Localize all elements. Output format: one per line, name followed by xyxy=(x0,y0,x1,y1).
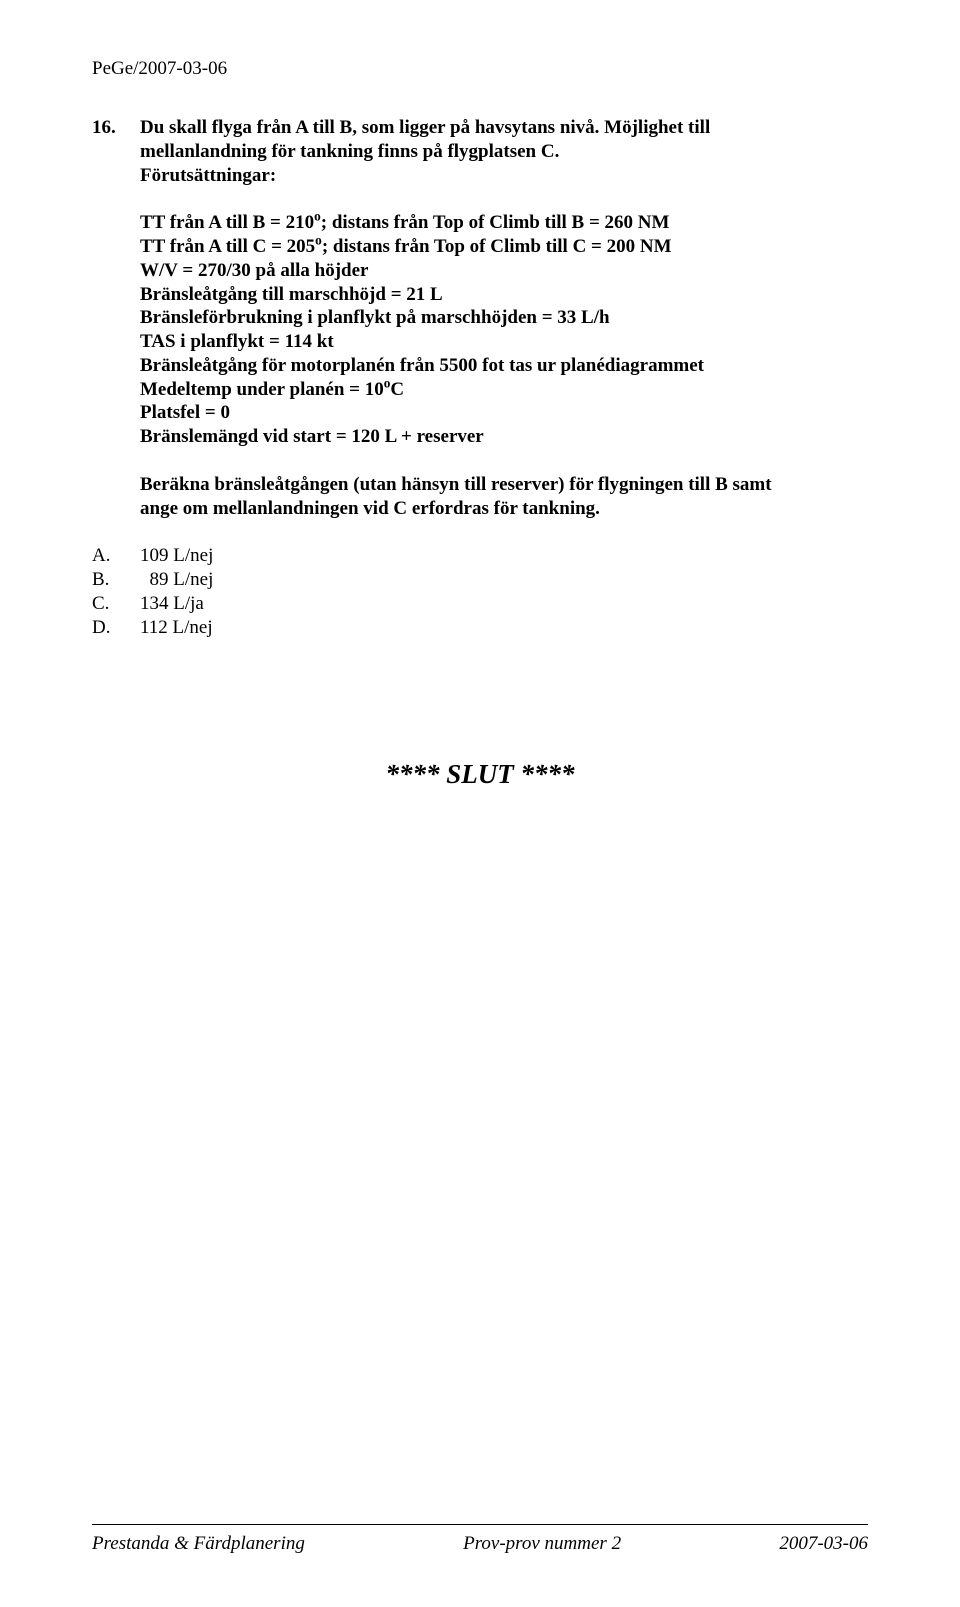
option-row: A. 109 L/nej xyxy=(92,544,868,568)
condition-text: C xyxy=(390,379,404,400)
option-letter: C. xyxy=(92,592,140,616)
ask-line: Beräkna bränsleåtgången (utan hänsyn til… xyxy=(140,474,772,495)
question-block: 16. Du skall flyga från A till B, som li… xyxy=(92,116,868,520)
condition-text: TT från A till C = 205 xyxy=(140,236,315,257)
condition-line: Bränsleåtgång för motorplanén från 5500 … xyxy=(140,354,868,378)
condition-text: ; distans från Top of Climb till C = 200… xyxy=(322,236,672,257)
footer-center: Prov-prov nummer 2 xyxy=(463,1533,621,1555)
option-letter: A. xyxy=(92,544,140,568)
question-number: 16. xyxy=(92,116,140,520)
footer-left: Prestanda & Färdplanering xyxy=(92,1533,305,1555)
condition-text: ; distans från Top of Climb till B = 260… xyxy=(321,212,670,233)
degree-sup: o xyxy=(314,209,321,224)
page-header: PeGe/2007-03-06 xyxy=(92,58,868,80)
option-row: C. 134 L/ja xyxy=(92,592,868,616)
option-row: B. 89 L/nej xyxy=(92,568,868,592)
ask-line: ange om mellanlandningen vid C erfordras… xyxy=(140,498,600,519)
options-list: A. 109 L/nej B. 89 L/nej C. 134 L/ja D. … xyxy=(92,544,868,639)
option-value: 89 L/nej xyxy=(140,568,213,592)
option-value: 134 L/ja xyxy=(140,592,204,616)
degree-sup: o xyxy=(315,233,322,248)
condition-line: Bränslemängd vid start = 120 L + reserve… xyxy=(140,425,868,449)
footer-right: 2007-03-06 xyxy=(779,1533,868,1555)
conditions: TT från A till B = 210o; distans från To… xyxy=(140,211,868,449)
option-value: 112 L/nej xyxy=(140,616,213,640)
condition-line: Medeltemp under planén = 10oC xyxy=(140,378,868,402)
condition-line: TT från A till C = 205o; distans från To… xyxy=(140,235,868,259)
question-body: Du skall flyga från A till B, som ligger… xyxy=(140,116,868,520)
page: PeGe/2007-03-06 16. Du skall flyga från … xyxy=(0,0,960,1607)
option-value: 109 L/nej xyxy=(140,544,213,568)
question-ask: Beräkna bränsleåtgången (utan hänsyn til… xyxy=(140,473,868,521)
intro-line: Förutsättningar: xyxy=(140,165,276,186)
option-row: D. 112 L/nej xyxy=(92,616,868,640)
condition-line: TT från A till B = 210o; distans från To… xyxy=(140,211,868,235)
condition-text: TT från A till B = 210 xyxy=(140,212,314,233)
condition-line: Platsfel = 0 xyxy=(140,401,868,425)
end-marker: **** SLUT **** xyxy=(92,759,868,790)
intro-line: Du skall flyga från A till B, som ligger… xyxy=(140,117,710,138)
condition-line: W/V = 270/30 på alla höjder xyxy=(140,259,868,283)
condition-text: Medeltemp under planén = 10 xyxy=(140,379,384,400)
option-letter: D. xyxy=(92,616,140,640)
condition-line: Bränsleförbrukning i planflykt på marsch… xyxy=(140,306,868,330)
condition-line: Bränsleåtgång till marschhöjd = 21 L xyxy=(140,283,868,307)
intro-line: mellanlandning för tankning finns på fly… xyxy=(140,141,559,162)
condition-line: TAS i planflykt = 114 kt xyxy=(140,330,868,354)
page-footer: Prestanda & Färdplanering Prov-prov numm… xyxy=(92,1524,868,1555)
option-letter: B. xyxy=(92,568,140,592)
question-intro: Du skall flyga från A till B, som ligger… xyxy=(140,116,868,187)
